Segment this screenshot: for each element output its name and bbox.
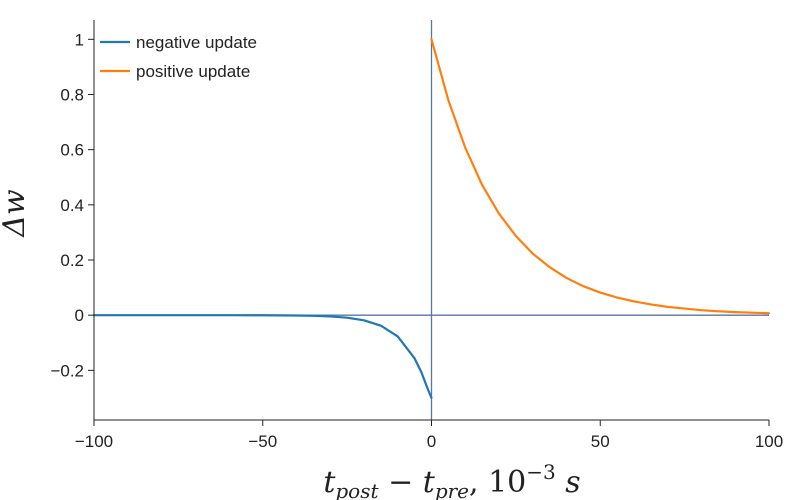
legend: negative update positive update [100,33,257,81]
y-tick-label: 0.2 [60,251,84,270]
x-axis-label-unit: s [556,465,581,500]
x-tick-label: 50 [591,432,610,451]
x-axis-label-exp: −3 [526,460,555,484]
x-axis-label-sub1: post [335,479,379,500]
y-tick-label: 0.6 [60,141,84,160]
x-tick-label: −100 [75,432,113,451]
y-axis-label: Δw [0,189,32,238]
x-axis-label-main-2: t [423,465,436,500]
ticks: −100 −50 0 50 100 −0.2 0 0.2 0.4 0.6 0.8 1 [50,30,783,451]
series-line-negative-update [92,314,433,400]
y-tick-label: 0.4 [60,196,84,215]
x-tick-label: 0 [427,432,436,451]
x-axis-label-sub2: pre [435,479,469,500]
legend-label-positive-update: positive update [136,62,250,81]
y-tick-label: 0.8 [60,85,84,104]
y-tick-label: −0.2 [50,361,84,380]
x-axis-label-suffix: , 10 [469,465,526,500]
x-tick-label: 100 [755,432,783,451]
series-layer [92,38,771,400]
x-axis-label-main: t [323,465,336,500]
y-tick-label: 1 [75,30,84,49]
legend-label-negative-update: negative update [136,33,257,52]
x-axis-label-sep: − [379,465,423,500]
x-tick-label: −50 [248,432,277,451]
y-tick-label: 0 [75,306,84,325]
series-line-positive-update [430,38,771,315]
x-axis-label: tpost − tpre, 10−3 s [323,460,580,500]
